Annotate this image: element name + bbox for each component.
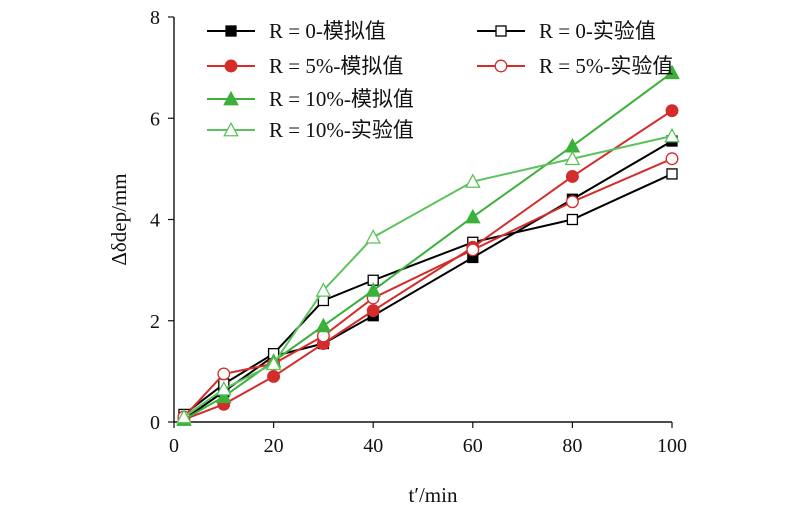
data-point [664,127,680,143]
data-point [265,355,282,371]
series-line [183,134,673,418]
y-tick-label: 8 [150,7,160,29]
y-tick-label: 6 [150,108,160,130]
axes: 0 20 40 60 80 100 0 2 4 6 8 [150,7,687,457]
data-point [565,170,579,183]
legend-label: R = 5%-模拟值 [269,54,403,78]
y-axis-title: Δδdep/mm [107,173,131,265]
y-tick-label: 4 [150,210,160,232]
data-point [366,304,380,318]
series-5 [176,127,680,424]
x-tick-label: 20 [264,435,284,457]
legend-swatch-marker [494,59,508,73]
data-point [565,195,579,209]
legend-label: R = 0-模拟值 [269,19,386,43]
legend-label: R = 5%-实验值 [539,54,673,78]
series-line [183,140,673,421]
data-point [665,104,679,118]
x-tick-label: 0 [169,435,179,457]
data-point [664,64,680,80]
data-point [215,380,232,396]
legend-item: R = 5%-实验值 [477,54,673,78]
legend-item: R = 5%-模拟值 [207,54,403,78]
data-point [217,367,231,381]
series-0 [178,135,678,426]
x-tick-label: 80 [562,435,582,457]
data-point [464,208,481,224]
series-3 [177,152,679,424]
data-point [464,173,481,188]
legend: R = 0-模拟值 R = 0-实验值 R = 5%-模拟值 R = 5%-实验值 R … [207,19,673,142]
legend-swatch-marker [495,25,507,37]
data-point [315,317,332,333]
data-point [666,168,678,180]
x-axis-title: t′/min [409,483,458,507]
y-tick-label: 2 [150,311,160,333]
data-point [365,229,382,244]
legend-label: R = 10%-实验值 [269,118,414,142]
legend-swatch-marker [225,25,237,37]
data-point [466,243,480,257]
series-group [176,64,680,426]
legend-item: R = 0-模拟值 [207,19,386,43]
x-tick-label: 60 [463,435,483,457]
legend-label: R = 0-实验值 [539,19,656,43]
legend-swatch-marker [224,59,238,73]
data-point [365,282,382,297]
legend-item: R = 0-实验值 [477,19,656,43]
data-point [315,282,332,297]
series-line [183,71,673,421]
legend-item: R = 10%-实验值 [207,118,414,142]
data-point [215,388,232,404]
data-point [267,369,281,383]
data-point [564,137,581,153]
y-tick-label: 0 [150,412,160,434]
x-tick-label: 40 [363,435,383,457]
series-line [183,173,673,416]
data-point [564,150,581,166]
series-line [183,157,673,418]
series-line [183,109,673,421]
data-point [176,408,192,424]
x-tick-label: 100 [657,435,687,457]
legend-swatch-marker [223,121,239,137]
legend-swatch-marker [223,90,239,106]
legend-item: R = 10%-模拟值 [207,87,414,111]
data-point [566,213,579,226]
data-point [665,152,679,166]
series-2 [177,104,679,426]
legend-label: R = 10%-模拟值 [269,87,414,111]
series-4 [176,64,680,426]
axis-titles: t′/min Δδdep/mm [107,173,458,507]
